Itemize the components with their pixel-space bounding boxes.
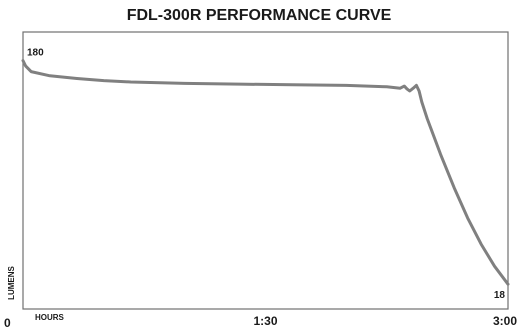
x-tick-label: 0 (4, 316, 11, 329)
x-tick-label: 1:30 (253, 314, 277, 328)
data-label: 18 (494, 290, 506, 301)
y-axis-label: LUMENS (7, 265, 16, 299)
x-tick-label: 3:00 (493, 314, 517, 328)
plot-frame (22, 31, 509, 310)
data-labels: 180 18 (27, 48, 505, 302)
series-layer (21, 59, 510, 286)
x-axis-label: HOURS (35, 313, 65, 322)
series-line-0 (21, 59, 510, 286)
x-tick-labels: 0 1:30 3:00 (4, 314, 517, 329)
chart-title: FDL-300R PERFORMANCE CURVE (127, 7, 392, 24)
data-label: 180 (27, 48, 44, 59)
